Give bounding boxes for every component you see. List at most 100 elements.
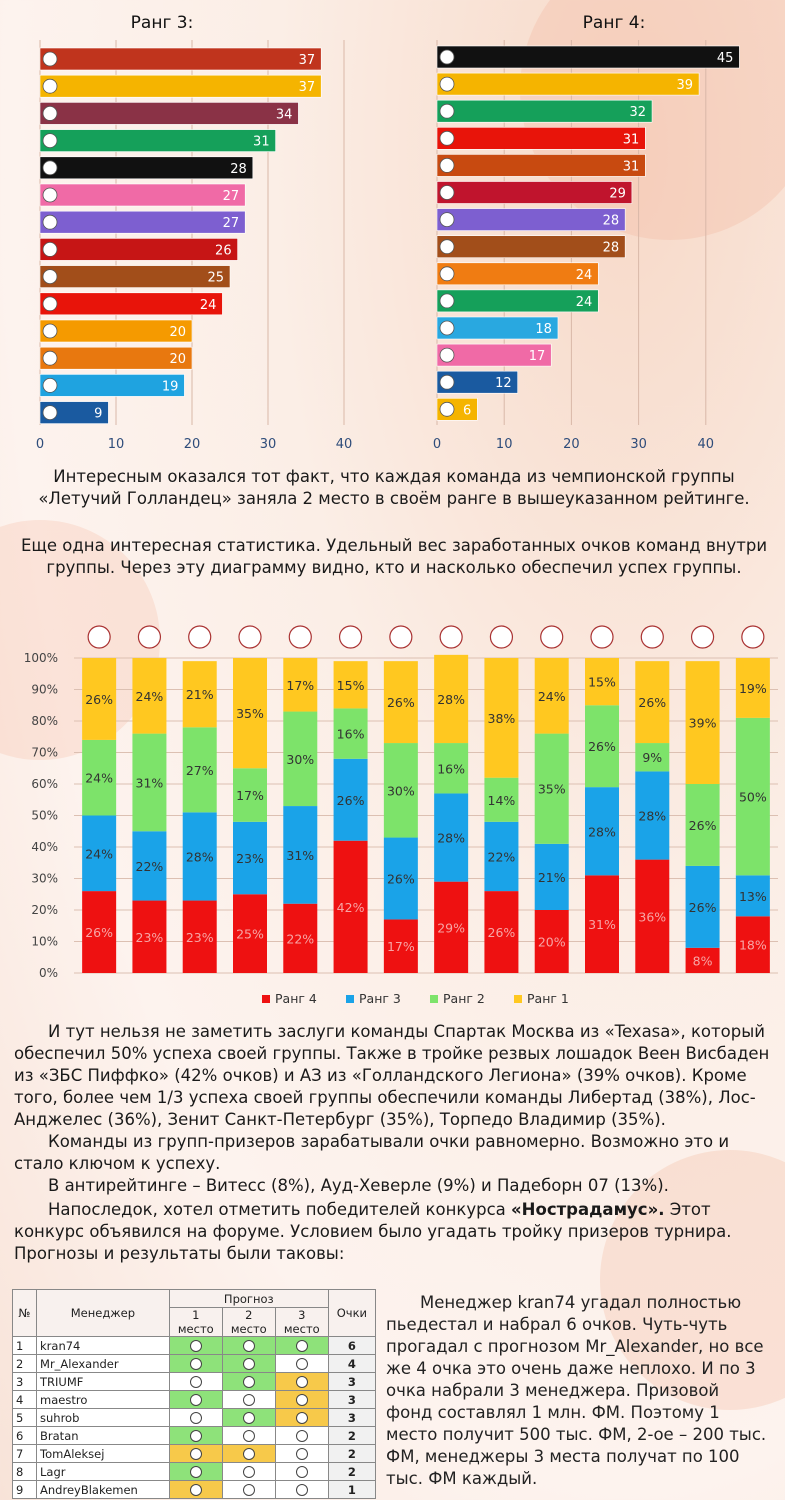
stacked-bar-segment xyxy=(735,717,770,876)
forecast-cell xyxy=(168,1444,223,1463)
team-logo-icon xyxy=(242,1447,255,1460)
stacked-bar-segment xyxy=(685,784,720,866)
forecast-cell xyxy=(274,1408,329,1427)
manager-name: TRIUMF xyxy=(36,1372,170,1391)
stacked-bar-segment xyxy=(82,658,117,740)
manager-name: Lagr xyxy=(36,1462,170,1481)
forecast-cell xyxy=(221,1426,276,1445)
col-place-1: 1 место xyxy=(168,1307,223,1337)
segment-value-label: 21% xyxy=(538,870,566,885)
x-tick-label: 10 xyxy=(496,437,513,452)
segment-value-label: 26% xyxy=(85,925,113,940)
bar-value-label: 18 xyxy=(535,322,552,337)
bar xyxy=(39,210,246,234)
stacked-bar-segment xyxy=(434,743,469,794)
stacked-bar-segment xyxy=(484,891,519,973)
bar xyxy=(436,289,599,313)
paragraph-spartak: И тут нельзя не заметить заслуги команды… xyxy=(14,1021,774,1197)
x-tick-label: 40 xyxy=(336,437,353,452)
row-number: 5 xyxy=(11,1408,38,1427)
bar-value-label: 28 xyxy=(603,241,620,256)
stacked-bar-segment xyxy=(434,654,469,744)
bar-value-label: 37 xyxy=(299,80,316,95)
stacked-bar-segment xyxy=(635,661,670,744)
stacked-bar-segment xyxy=(283,903,318,973)
paragraph-nostradamus: Напоследок, хотел отметить победителей к… xyxy=(14,1199,774,1265)
segment-value-label: 16% xyxy=(337,727,365,742)
segment-value-label: 28% xyxy=(588,824,616,839)
y-tick-label: 0% xyxy=(39,966,58,980)
team-logo-icon xyxy=(189,1429,202,1442)
bar-value-label: 34 xyxy=(276,107,293,122)
segment-value-label: 26% xyxy=(85,692,113,707)
bar-value-label: 19 xyxy=(162,379,179,394)
segment-value-label: 31% xyxy=(588,917,616,932)
team-logo-icon xyxy=(137,625,162,649)
y-tick-label: 10% xyxy=(31,935,58,949)
bar xyxy=(39,183,246,207)
row-number: 1 xyxy=(11,1336,38,1355)
points-value: 3 xyxy=(327,1408,377,1427)
forecast-results-table: № Менеджер Прогноз Очки 1 место 2 место … xyxy=(11,1289,377,1499)
segment-value-label: 42% xyxy=(337,900,365,915)
paragraph-text: Интересным оказался тот факт, что каждая… xyxy=(38,467,750,508)
bar-value-label: 24 xyxy=(576,295,593,310)
segment-value-label: 22% xyxy=(286,931,314,946)
team-logo-icon xyxy=(42,323,58,339)
y-tick-label: 100% xyxy=(24,651,58,665)
bar xyxy=(436,154,646,177)
col-points: Очки xyxy=(327,1289,377,1337)
forecast-cell xyxy=(221,1444,276,1463)
team-logo-icon xyxy=(242,1357,255,1370)
segment-value-label: 14% xyxy=(488,793,516,808)
team-logo-icon xyxy=(439,374,455,390)
stacked-bar-segment xyxy=(233,821,267,895)
bar xyxy=(436,208,626,231)
table-row: 8 Lagr 2 xyxy=(11,1462,377,1481)
bar-value-label: 24 xyxy=(576,268,593,283)
manager-name: AndreyBlakemen xyxy=(36,1480,170,1499)
segment-value-label: 18% xyxy=(739,938,767,953)
y-tick-label: 20% xyxy=(31,903,58,917)
forecast-cell xyxy=(221,1480,276,1499)
col-forecast: Прогноз xyxy=(168,1289,329,1308)
legend-swatch xyxy=(514,995,522,1003)
team-logo-icon xyxy=(242,1465,255,1478)
team-logo-icon xyxy=(242,1483,255,1496)
team-logo-icon xyxy=(189,1465,202,1478)
table-row: 2 Mr_Alexander 4 xyxy=(11,1354,377,1373)
chart-title: Ранг 3: xyxy=(131,13,194,33)
segment-value-label: 17% xyxy=(286,678,314,693)
bar xyxy=(436,316,559,340)
bar xyxy=(436,343,552,367)
paragraph-winners: Менеджер kran74 угадал полностью пьедест… xyxy=(386,1292,770,1490)
bar-value-label: 39 xyxy=(677,78,694,93)
team-logo-icon xyxy=(87,625,111,649)
team-logo-icon xyxy=(439,49,455,65)
legend-swatch xyxy=(430,995,438,1003)
team-logo-icon xyxy=(42,377,58,393)
stacked-bar-segment xyxy=(132,900,167,973)
forecast-cell xyxy=(168,1480,223,1499)
segment-value-label: 8% xyxy=(693,953,713,968)
bar xyxy=(39,292,223,316)
team-logo-icon xyxy=(295,1357,308,1370)
paragraph-text: Менеджер kran74 угадал полностью пьедест… xyxy=(386,1293,767,1488)
segment-value-label: 50% xyxy=(739,790,767,805)
bar-value-label: 31 xyxy=(253,135,270,150)
manager-name: TomAleksej xyxy=(36,1444,170,1463)
forecast-cell xyxy=(168,1372,223,1391)
x-tick-label: 40 xyxy=(698,437,715,452)
stacked-bar-segment xyxy=(685,865,720,948)
team-logo-icon xyxy=(640,625,664,649)
points-value: 2 xyxy=(327,1462,377,1481)
forecast-cell xyxy=(168,1462,223,1481)
team-logo-icon xyxy=(295,1375,308,1388)
stacked-bar-segment xyxy=(434,793,469,882)
team-logo-icon xyxy=(42,405,58,421)
points-value: 3 xyxy=(327,1372,377,1391)
stacked-bar-segment xyxy=(534,658,569,734)
bar xyxy=(39,129,276,152)
y-tick-label: 60% xyxy=(31,777,58,791)
forecast-cell xyxy=(221,1354,276,1373)
